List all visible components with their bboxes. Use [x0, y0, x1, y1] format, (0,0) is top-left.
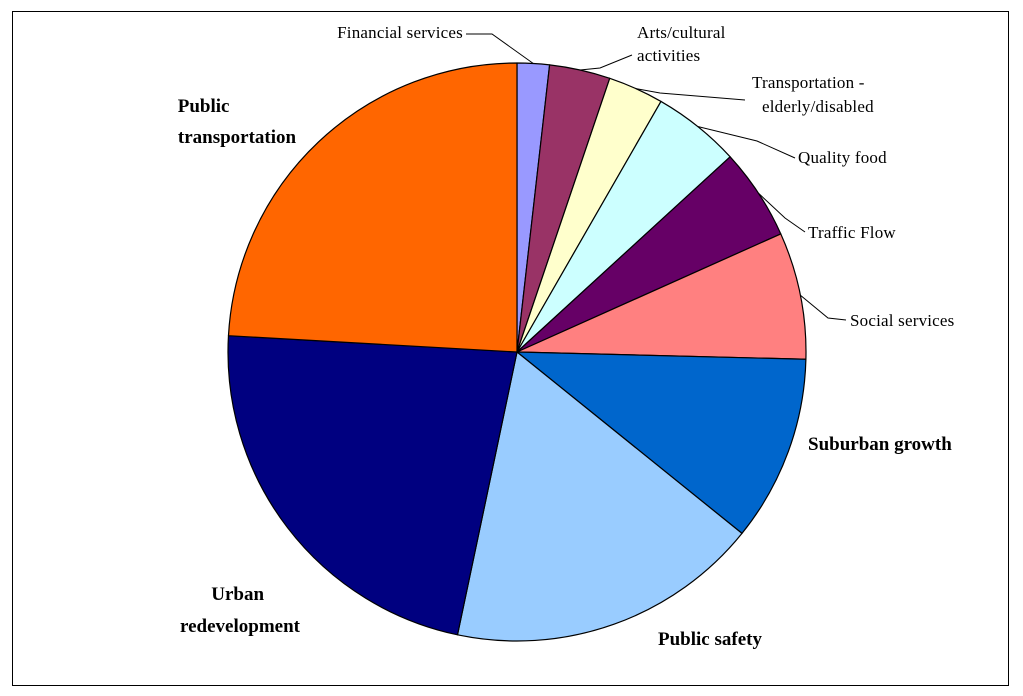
label-transportation-elderly-disabled: Transportation - elderly/disabled	[752, 73, 874, 116]
label-traffic-flow: Traffic Flow	[808, 223, 896, 242]
label-suburban-growth: Suburban growth	[808, 434, 952, 455]
pie-slice-social-services	[516, 233, 807, 360]
leader-line-social-services	[800, 294, 847, 321]
label-financial-services: Financial services	[337, 23, 463, 42]
leader-lines	[466, 33, 847, 321]
label-public-transportation: Public transportation	[178, 96, 297, 148]
pie-slice-urban-redevelopment	[227, 335, 518, 636]
pie-slices	[227, 62, 807, 642]
pie-slice-public-transportation	[227, 62, 518, 353]
leader-line-arts-cultural-activities	[579, 54, 633, 71]
label-arts-cultural-activities: Arts/cultural activities	[637, 23, 730, 65]
leader-line-traffic-flow	[758, 192, 806, 233]
leader-line-financial-services	[466, 33, 534, 64]
label-urban-redevelopment: Urban redevelopment	[180, 584, 301, 637]
pie-slice-suburban-growth	[516, 351, 807, 534]
pie-slice-public-safety	[456, 351, 743, 642]
leader-line-quality-food	[697, 126, 796, 159]
label-public-safety: Public safety	[658, 629, 762, 650]
leader-line-transportation-elderly-disabled	[635, 88, 746, 101]
label-quality-food: Quality food	[798, 148, 887, 167]
label-social-services: Social services	[850, 311, 955, 330]
